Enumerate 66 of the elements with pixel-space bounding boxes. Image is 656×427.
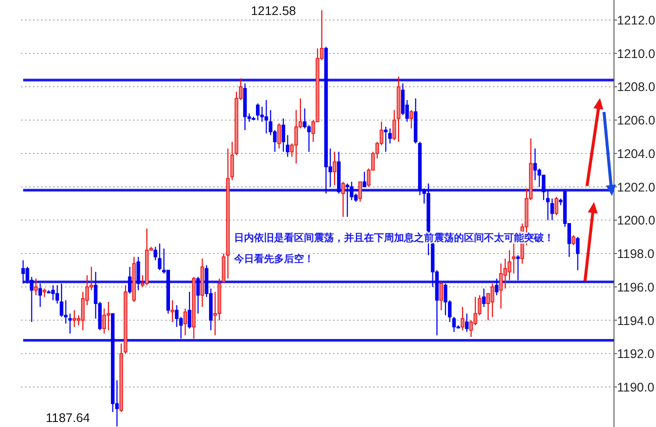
candlestick xyxy=(183,308,188,336)
candlestick xyxy=(196,276,200,314)
candlestick xyxy=(38,283,42,308)
y-tick-label: 1204.0 xyxy=(617,146,656,161)
candlestick xyxy=(499,262,503,310)
candlestick xyxy=(341,181,345,218)
candlestick xyxy=(256,102,260,121)
candlestick xyxy=(128,266,132,294)
y-tick-label: 1198.0 xyxy=(617,247,654,262)
y-tick-label: 1196.0 xyxy=(617,280,654,294)
candlestick xyxy=(346,182,350,218)
candlestick xyxy=(51,284,55,301)
candlestick xyxy=(516,254,520,281)
y-tick-label: 1200.0 xyxy=(617,214,656,228)
candlestick xyxy=(576,236,580,271)
candlestick xyxy=(136,256,140,291)
candlestick xyxy=(503,258,508,290)
annotation: 1187.64 xyxy=(46,411,90,425)
candlestick xyxy=(174,304,179,328)
candlestick xyxy=(546,190,550,221)
candlestick xyxy=(533,148,537,181)
candlestick xyxy=(294,110,298,164)
candlestick xyxy=(384,126,388,152)
y-tick-label: 1190.0 xyxy=(617,380,654,394)
candlestick xyxy=(460,306,464,331)
candlestick xyxy=(550,198,554,221)
candlestick xyxy=(401,82,405,116)
y-tick-label: 1202.0 xyxy=(617,180,656,194)
y-tick-label: 1194.0 xyxy=(617,314,654,328)
candlestick xyxy=(494,278,498,296)
candlestick xyxy=(34,278,38,296)
annotation: 1212.58 xyxy=(250,4,296,18)
candlestick xyxy=(465,313,469,332)
candlestick xyxy=(512,241,516,274)
candlestick xyxy=(362,171,366,188)
candlestick xyxy=(482,288,486,308)
candlestick xyxy=(170,300,174,322)
candlestick xyxy=(410,110,414,129)
candlestick xyxy=(490,283,494,318)
candlestick xyxy=(72,310,76,328)
candlestick xyxy=(154,246,158,261)
candlestick xyxy=(572,234,576,246)
candlestick xyxy=(277,122,281,149)
candlestick xyxy=(332,151,336,186)
candlestick xyxy=(260,106,264,122)
candlestick xyxy=(158,242,162,271)
candlestick xyxy=(350,181,354,201)
candlestick xyxy=(64,300,68,324)
candlestick xyxy=(68,313,72,334)
candlestick xyxy=(21,260,25,284)
candlestick xyxy=(286,134,290,158)
y-tick-label: 1212.0 xyxy=(617,14,656,28)
y-tick-label: 1206.0 xyxy=(617,114,656,128)
y-tick-label: 1192.0 xyxy=(617,347,654,362)
candlestick xyxy=(46,290,51,294)
annotation: 今日看先多后空！ xyxy=(233,253,314,265)
candlestick xyxy=(230,141,234,181)
candlestick xyxy=(282,118,286,152)
candlestick xyxy=(392,110,396,141)
y-tick-label: 1210.0 xyxy=(617,46,656,61)
y-tick-label: 1208.0 xyxy=(617,80,656,94)
candlestick xyxy=(439,281,444,311)
candlestick xyxy=(554,196,558,216)
candlestick xyxy=(106,301,110,331)
candlestick xyxy=(358,181,362,202)
candlestick xyxy=(188,291,192,330)
